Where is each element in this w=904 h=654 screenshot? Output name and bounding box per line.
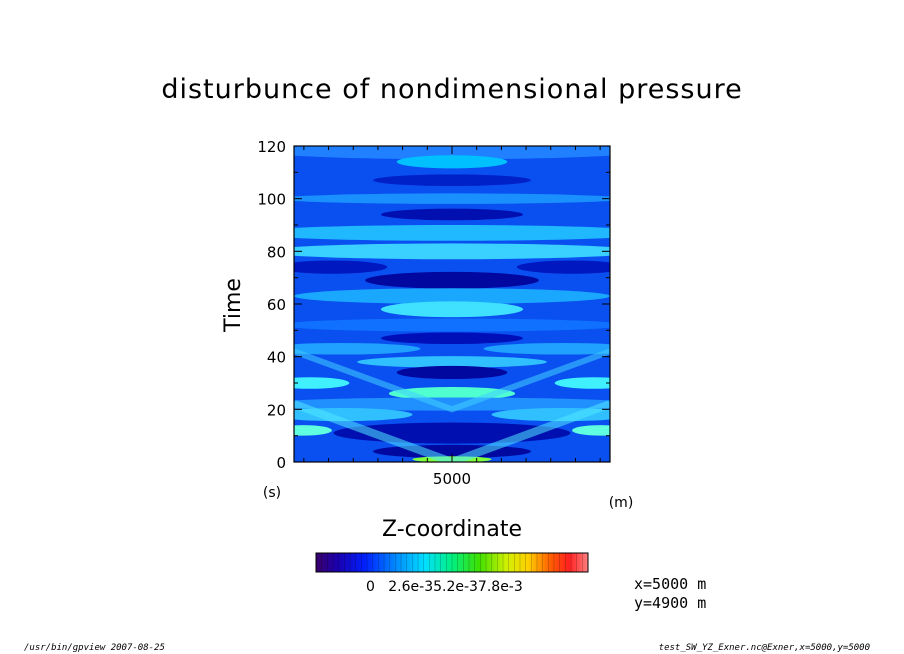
- colorbar: [315, 552, 589, 573]
- wave-front: [294, 400, 610, 462]
- field-band: [294, 342, 421, 355]
- field-band: [380, 332, 524, 345]
- y-tick-label: 20: [267, 401, 286, 419]
- x-tick-label: 5000: [433, 470, 471, 488]
- y-tick-label: 0: [276, 454, 286, 472]
- field-band: [294, 377, 350, 389]
- field-band: [380, 301, 524, 318]
- y-tick-label: 40: [267, 349, 286, 367]
- field-band: [294, 425, 332, 436]
- field-band: [294, 318, 610, 332]
- field-band: [380, 208, 524, 221]
- field-band: [396, 365, 508, 380]
- x-unit-label: (m): [609, 495, 634, 511]
- axis-ticks: 0 20 40 60 80 100 120 5000: [257, 138, 610, 488]
- footer-source: test_SW_YZ_Exner.nc@Exner,x=5000,y=5000: [658, 643, 870, 653]
- y-axis-label: Time: [221, 278, 246, 333]
- heatmap-field: [294, 146, 610, 462]
- y-tick-label: 80: [267, 243, 286, 261]
- y-unit-label: (s): [263, 485, 281, 501]
- x-position-text: x=5000 m: [634, 575, 707, 593]
- field-band: [554, 377, 610, 389]
- colorbar-labels: 0 2.6e-35.2e-37.8e-3: [366, 579, 523, 595]
- field-band: [483, 342, 610, 355]
- slice-info: x=5000 m y=4900 m: [634, 575, 706, 613]
- field-band: [294, 193, 610, 204]
- field-band: [294, 260, 388, 274]
- field-band: [294, 288, 610, 304]
- y-position-text: y=4900 m: [634, 594, 707, 612]
- footer-command: /usr/bin/gpview 2007-08-25: [24, 643, 165, 653]
- field-band: [365, 271, 539, 289]
- x-axis-label: Z-coordinate: [382, 517, 522, 542]
- field-band: [294, 225, 610, 241]
- field-band: [373, 174, 531, 187]
- field-band: [357, 356, 547, 368]
- y-tick-label: 60: [267, 296, 286, 314]
- field-band: [396, 155, 508, 169]
- wave-front: [294, 348, 610, 413]
- y-tick-label: 120: [257, 138, 286, 156]
- chart-title: disturbunce of nondimensional pressure: [161, 74, 743, 105]
- field-band: [572, 425, 610, 436]
- field-band: [516, 260, 610, 274]
- field-band: [294, 397, 610, 411]
- field-band: [294, 243, 610, 260]
- y-tick-label: 100: [257, 191, 286, 209]
